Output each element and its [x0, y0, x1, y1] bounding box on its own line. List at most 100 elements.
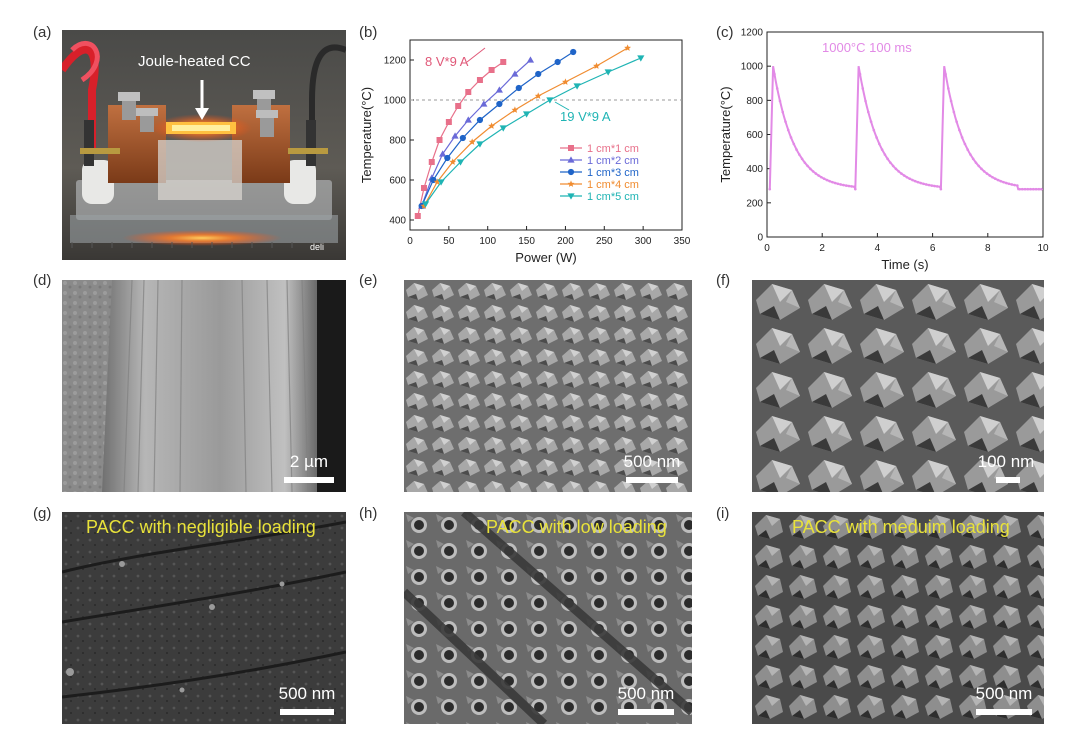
chart-c-data-point — [894, 167, 898, 171]
chart-b-legend-label: 1 cm*5 cm — [587, 191, 639, 203]
chart-b-data-point — [428, 159, 435, 165]
scale-bar-i — [976, 709, 1032, 715]
chart-c-data-point — [825, 178, 829, 182]
chart-c-data-point — [927, 183, 931, 187]
chart-b-data-point — [526, 56, 535, 63]
scale-bar-g — [280, 709, 334, 715]
chart-c-data-point — [922, 182, 925, 186]
panel-letter-a: (a) — [33, 24, 52, 41]
chart-b-data-point — [593, 62, 600, 69]
chart-c-data-point — [778, 99, 782, 103]
sem-image-g: PACC with negligible loading 500 nm — [62, 512, 346, 724]
chart-c-data-point — [1010, 183, 1014, 186]
chart-c-data-point — [919, 181, 923, 185]
chart-b-data-point — [546, 97, 554, 104]
panel-letter-f: (f) — [716, 272, 731, 289]
chart-b-data-point — [464, 116, 472, 123]
chart-b-y-tick-label: 1200 — [384, 56, 407, 67]
chart-b-data-point — [451, 132, 459, 139]
chart-c-data-point — [958, 128, 961, 132]
chart-b-annotation-19v-pointer — [554, 101, 570, 111]
chart-c-data-point — [781, 110, 785, 114]
chart-c-data-point — [944, 72, 947, 76]
chart-c-data-point — [880, 148, 884, 151]
chart-b-data-point — [439, 150, 447, 157]
chart-c-data-point — [861, 87, 865, 90]
chart-c-data-point — [854, 187, 857, 191]
chart-c-data-point — [795, 148, 798, 151]
chart-c-x-axis-label: Time (s) — [881, 257, 928, 272]
chart-c-series-line — [768, 66, 1042, 191]
chart-b-legend-marker — [568, 145, 574, 151]
chart-c-x-tick-label: 10 — [1037, 243, 1049, 254]
chart-b-data-point — [468, 138, 476, 145]
chart-c-data-point — [905, 175, 909, 179]
chart-b-data-point — [500, 59, 507, 65]
chart-c-data-point — [908, 177, 911, 181]
chart-c-data-point — [886, 157, 889, 161]
chart-c-data-point — [949, 99, 953, 103]
scale-bar-f — [996, 477, 1020, 483]
chart-c-data-point — [817, 174, 820, 177]
scale-bar-e — [626, 477, 678, 483]
chart-b-data-point — [455, 103, 462, 109]
chart-c-data-point — [822, 177, 826, 181]
chart-c-data-point — [900, 172, 903, 175]
chart-b-data-point — [495, 86, 503, 93]
chart-c-data-point — [1007, 182, 1011, 186]
chart-b-data-point — [496, 100, 503, 108]
chart-b-legend-label: 1 cm*1 cm — [587, 143, 639, 155]
sem-f-texture — [752, 280, 1044, 492]
scale-bar-d — [284, 477, 334, 483]
sem-h-texture — [404, 512, 692, 724]
chart-c-data-point — [1026, 187, 1030, 191]
chart-b-data-point — [511, 70, 519, 77]
chart-b-data-point — [476, 141, 484, 148]
chart-b-x-axis-label: Power (W) — [515, 250, 576, 265]
chart-c-data-point — [897, 170, 900, 173]
chart-b-legend-marker — [567, 193, 575, 200]
chart-b-data-point — [534, 92, 542, 99]
chart-c-data-point — [853, 185, 856, 189]
chart-b-data-point — [433, 178, 441, 185]
chart-c-data-point — [963, 142, 967, 146]
chart-b-data-point — [476, 77, 483, 83]
chart-c-data-point — [960, 136, 964, 139]
chart-c-data-point — [952, 110, 956, 114]
chart-b-data-point — [624, 44, 632, 51]
chart-c-data-point — [935, 185, 939, 188]
chart-c-data-point — [869, 120, 873, 123]
chart-b-series-1 — [414, 59, 507, 219]
chart-c-data-point — [842, 183, 845, 187]
chart-b-data-point — [535, 70, 542, 78]
chart-c-data-point — [1013, 183, 1016, 187]
chart-b-data-point — [562, 78, 569, 85]
chart-c-data-point — [980, 167, 983, 171]
chart-c-data-point — [988, 174, 992, 177]
chart-b-data-point — [554, 58, 561, 66]
chart-c-data-point — [833, 181, 837, 185]
chart-c-data-point — [1034, 187, 1038, 191]
chart-b-data-point — [488, 67, 495, 73]
joule-heated-label: Joule-heated CC — [138, 53, 251, 70]
chart-c-data-point — [1029, 187, 1032, 191]
chart-c-x-tick-label: 0 — [764, 243, 770, 254]
chart-b-annotation-8v: 8 V*9 A — [425, 54, 469, 69]
chart-c-axes-frame — [766, 31, 1044, 238]
chart-b-y-tick-label: 400 — [389, 216, 406, 227]
chart-b-data-point — [573, 83, 581, 90]
chart-b-data-point — [522, 111, 531, 118]
chart-c-temperature-vs-time: 0 2 4 6 8 10 0 200 400 600 800 1000 1200 Time (s) Temp… — [718, 28, 1049, 272]
chart-c-data-point — [930, 184, 934, 187]
panel-letter-i: (i) — [716, 505, 730, 522]
chart-b-x-tick-label: 0 — [407, 236, 413, 247]
chart-c-data-point — [891, 164, 895, 168]
chart-c-data-point — [955, 120, 958, 123]
chart-c-data-point — [864, 99, 867, 103]
sem-g-texture — [62, 512, 346, 724]
chart-c-data-point — [982, 170, 986, 173]
chart-b-data-point — [499, 125, 507, 132]
sem-e-texture — [404, 280, 692, 492]
chart-c-x-tick-label: 4 — [875, 243, 881, 254]
chart-c-data-point — [916, 180, 920, 184]
